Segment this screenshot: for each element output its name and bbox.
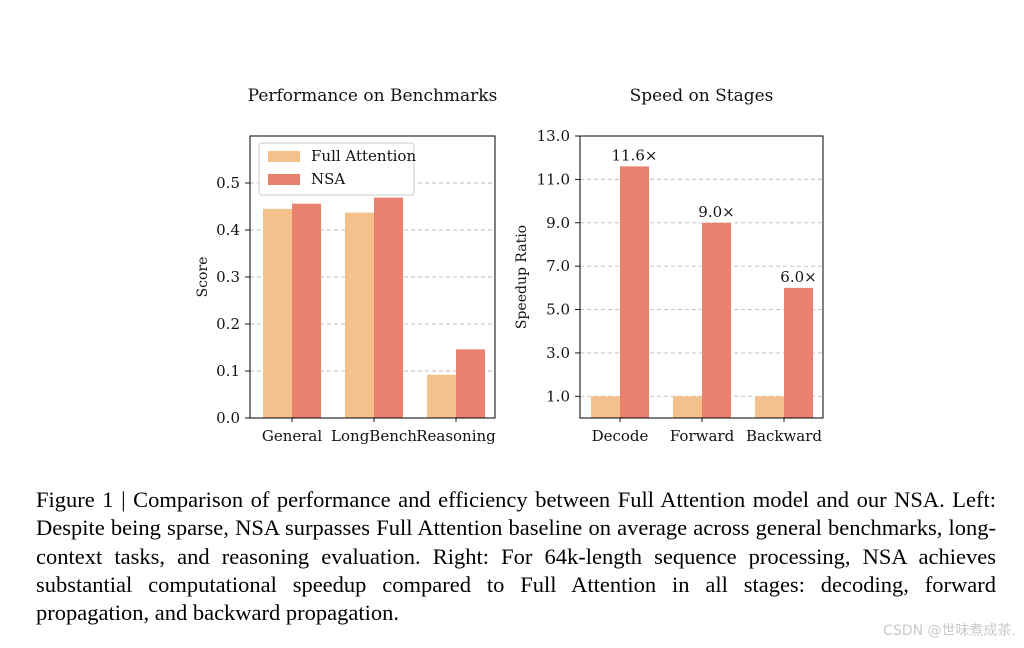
bar-full-attention [591,396,620,418]
x-tick-label: Reasoning [416,427,496,445]
y-tick-label: 7.0 [546,257,570,275]
bar-nsa [374,197,403,418]
data-label: 6.0× [780,268,816,286]
bar-nsa [784,287,813,418]
bar-full-attention [673,396,702,418]
watermark: CSDN @世味煮成茶. [883,623,1016,639]
y-tick-label: 3.0 [546,344,570,362]
x-tick-label: Decode [592,427,649,445]
legend-swatch [268,174,300,185]
y-axis-label: Speedup Ratio [514,225,530,329]
bar-nsa [456,349,485,418]
bar-full-attention [345,212,374,418]
figure-charts: 0.0 0.1 0.2 0.3 0.4 0.5 General LongBench Reason… [195,86,824,445]
axes-frame [249,135,496,419]
x-tick-label: Forward [670,427,735,445]
y-tick-label: 0.5 [216,174,240,192]
axes-frame [579,135,824,419]
x-tick-label: Backward [746,427,822,445]
bar-nsa [702,222,731,418]
y-tick-label: 0.4 [216,221,240,239]
chart-title: Performance on Benchmarks [248,86,498,106]
bar-nsa [292,203,321,418]
y-tick-label: 11.0 [537,170,570,188]
y-tick-label: 0.0 [216,409,240,427]
data-label: 9.0× [698,203,734,221]
y-tick-label: 1.0 [546,387,570,405]
y-tick-label: 0.3 [216,268,240,286]
legend-label: NSA [311,170,345,188]
y-axis-label: Score [195,257,211,298]
figure-caption: Figure 1 | Comparison of performance and… [36,487,996,626]
y-tick-label: 0.2 [216,315,240,333]
bar-full-attention [755,396,784,418]
bar-nsa [620,166,649,418]
bar-full-attention [263,208,292,418]
y-tick-label: 9.0 [546,214,570,232]
y-tick-label: 13.0 [537,127,570,145]
bar-full-attention [427,374,456,418]
chart-title: Speed on Stages [630,86,774,106]
x-tick-label: LongBench [331,427,417,445]
y-tick-label: 5.0 [546,301,570,319]
y-tick-label: 0.1 [216,362,240,380]
data-label: 11.6× [612,146,658,164]
legend-label: Full Attention [311,147,416,165]
legend-swatch [268,151,300,162]
x-tick-label: General [262,427,323,445]
